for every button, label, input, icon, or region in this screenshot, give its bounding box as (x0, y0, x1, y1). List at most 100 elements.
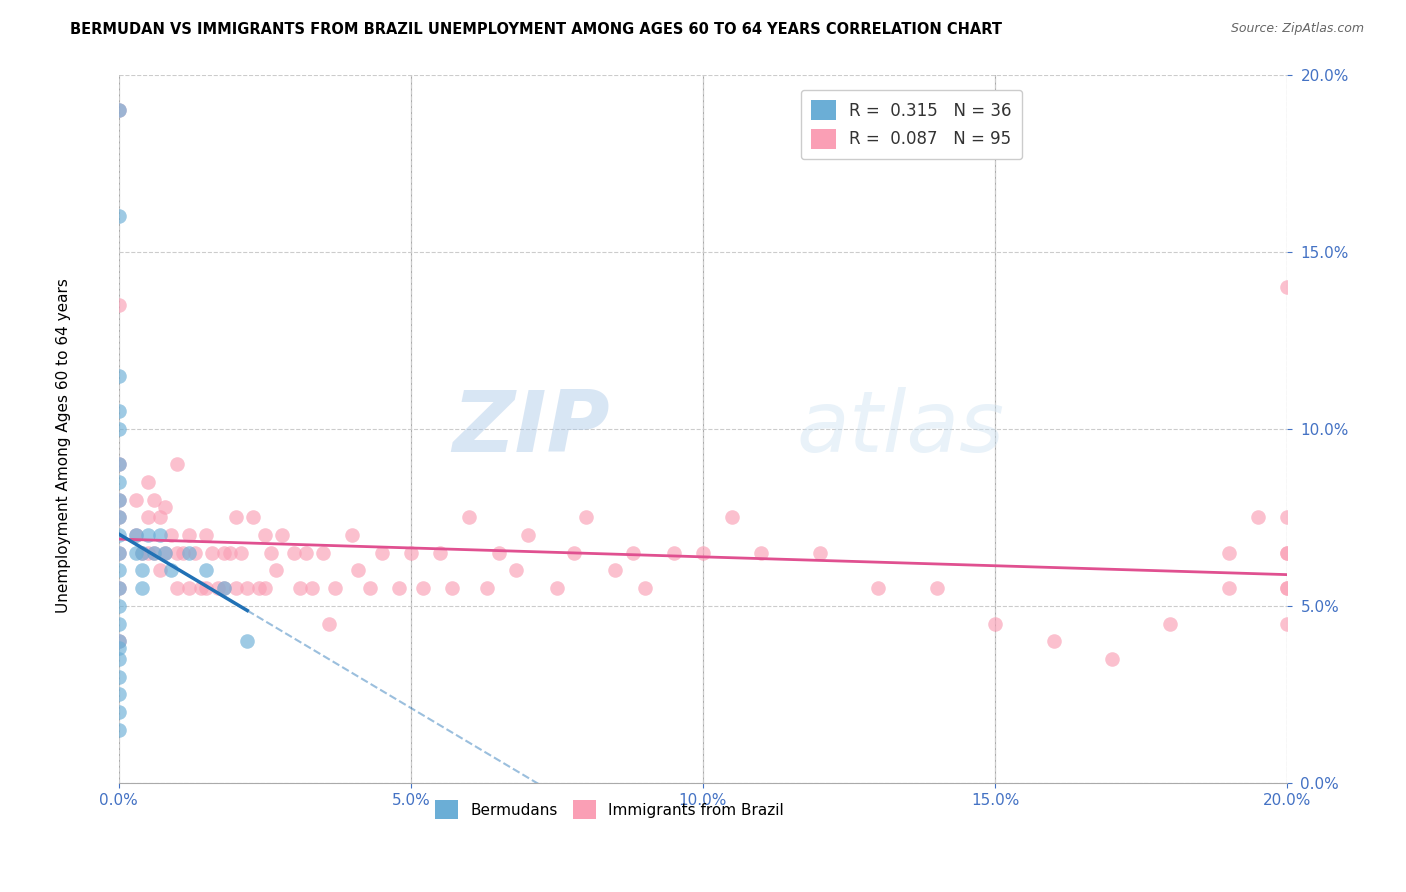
Point (1277, 616, 1299, 631)
Point (195, 528, 218, 542)
Point (342, 528, 364, 542)
Point (195, 581, 218, 595)
Point (359, 581, 381, 595)
Point (1277, 546, 1299, 560)
Point (399, 546, 422, 560)
Point (107, 546, 129, 560)
Point (621, 546, 644, 560)
Text: ZIP: ZIP (451, 387, 610, 470)
Point (1277, 280, 1299, 294)
Point (107, 634, 129, 648)
Point (131, 581, 153, 595)
Point (458, 510, 481, 524)
Point (107, 616, 129, 631)
Point (107, 404, 129, 418)
Point (283, 546, 305, 560)
Point (107, 705, 129, 719)
Point (259, 546, 281, 560)
Point (107, 641, 129, 656)
Point (294, 546, 316, 560)
Point (155, 546, 177, 560)
Point (370, 546, 392, 560)
Point (160, 564, 183, 578)
Point (605, 564, 627, 578)
Point (218, 546, 240, 560)
Point (475, 581, 498, 595)
Point (107, 688, 129, 702)
Point (107, 546, 129, 560)
Point (131, 546, 153, 560)
Point (207, 581, 229, 595)
Point (546, 581, 568, 595)
Point (429, 546, 451, 560)
Point (107, 103, 129, 117)
Point (107, 298, 129, 312)
Point (136, 546, 159, 560)
Text: BERMUDAN VS IMMIGRANTS FROM BRAZIL UNEMPLOYMENT AMONG AGES 60 TO 64 YEARS CORREL: BERMUDAN VS IMMIGRANTS FROM BRAZIL UNEMP… (70, 22, 1002, 37)
Point (347, 564, 370, 578)
Point (271, 528, 294, 542)
Point (662, 546, 685, 560)
Point (166, 457, 188, 471)
Point (692, 546, 714, 560)
Point (868, 581, 890, 595)
Point (107, 492, 129, 507)
Point (1277, 510, 1299, 524)
Point (107, 510, 129, 524)
Point (925, 581, 948, 595)
Point (1218, 581, 1240, 595)
Point (136, 475, 159, 489)
Point (107, 652, 129, 666)
Point (136, 528, 159, 542)
Point (107, 634, 129, 648)
Point (1159, 616, 1181, 631)
Point (247, 581, 270, 595)
Point (231, 546, 253, 560)
Point (177, 546, 200, 560)
Point (1277, 581, 1299, 595)
Point (440, 581, 463, 595)
Point (633, 581, 655, 595)
Point (125, 528, 148, 542)
Point (160, 528, 183, 542)
Point (131, 564, 153, 578)
Legend: Bermudans, Immigrants from Brazil: Bermudans, Immigrants from Brazil (429, 794, 790, 825)
Text: Unemployment Among Ages 60 to 64 years: Unemployment Among Ages 60 to 64 years (56, 278, 70, 614)
Point (190, 581, 212, 595)
Point (107, 422, 129, 436)
Point (107, 599, 129, 613)
Point (107, 528, 129, 542)
Point (253, 581, 276, 595)
Point (166, 546, 188, 560)
Point (288, 581, 311, 595)
Point (107, 457, 129, 471)
Point (323, 581, 346, 595)
Point (107, 510, 129, 524)
Point (984, 616, 1007, 631)
Point (721, 510, 744, 524)
Point (107, 475, 129, 489)
Point (177, 528, 200, 542)
Point (149, 564, 172, 578)
Point (195, 564, 218, 578)
Point (1247, 510, 1270, 524)
Point (564, 546, 586, 560)
Point (516, 528, 538, 542)
Point (131, 546, 153, 560)
Point (212, 581, 235, 595)
Point (125, 492, 148, 507)
Point (136, 510, 159, 524)
Point (107, 492, 129, 507)
Point (107, 581, 129, 595)
Point (107, 457, 129, 471)
Point (1277, 581, 1299, 595)
Point (751, 546, 773, 560)
Point (212, 546, 235, 560)
Point (125, 546, 148, 560)
Point (242, 510, 264, 524)
Point (107, 670, 129, 684)
Point (155, 546, 177, 560)
Point (149, 528, 172, 542)
Point (107, 368, 129, 383)
Point (149, 510, 172, 524)
